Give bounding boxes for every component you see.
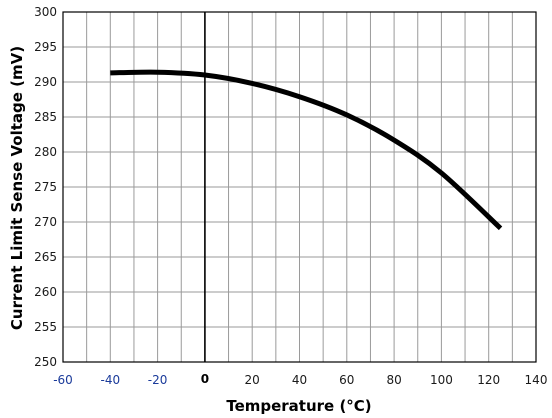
x-tick-label: 60 — [339, 373, 354, 387]
y-tick-label: 290 — [34, 75, 57, 89]
y-tick-label: 255 — [34, 320, 57, 334]
x-tick-label: 40 — [292, 373, 307, 387]
series-layer — [110, 69, 503, 231]
x-axis-title: Temperature (°C) — [226, 397, 371, 415]
y-tick-label: 295 — [34, 40, 57, 54]
plot-border — [62, 11, 537, 363]
x-tick-label: 0 — [201, 372, 209, 386]
x-tick-label: 100 — [430, 373, 453, 387]
x-tick-label: 140 — [525, 373, 548, 387]
x-tick-label: -20 — [148, 373, 168, 387]
y-tick-labels: 250 255 260 265 270 275 280 285 290 295 300 — [34, 5, 57, 369]
x-tick-label: 120 — [477, 373, 500, 387]
series-line — [110, 69, 503, 231]
y-tick-label: 250 — [34, 355, 57, 369]
grid — [63, 12, 536, 362]
x-tick-label: -60 — [53, 373, 73, 387]
y-tick-label: 270 — [34, 215, 57, 229]
y-tick-label: 265 — [34, 250, 57, 264]
x-tick-label: -40 — [100, 373, 120, 387]
y-tick-label: 280 — [34, 145, 57, 159]
y-axis-title: Current Limit Sense Voltage (mV) — [8, 46, 26, 330]
x-tick-labels: -60 -40 -20 0 20 40 60 80 100 120 140 — [53, 372, 547, 387]
plot-frame — [62, 11, 537, 363]
y-tick-label: 300 — [34, 5, 57, 19]
x-tick-label: 20 — [245, 373, 260, 387]
y-tick-label: 275 — [34, 180, 57, 194]
x-tick-label: 80 — [386, 373, 401, 387]
y-tick-label: 285 — [34, 110, 57, 124]
y-tick-label: 260 — [34, 285, 57, 299]
